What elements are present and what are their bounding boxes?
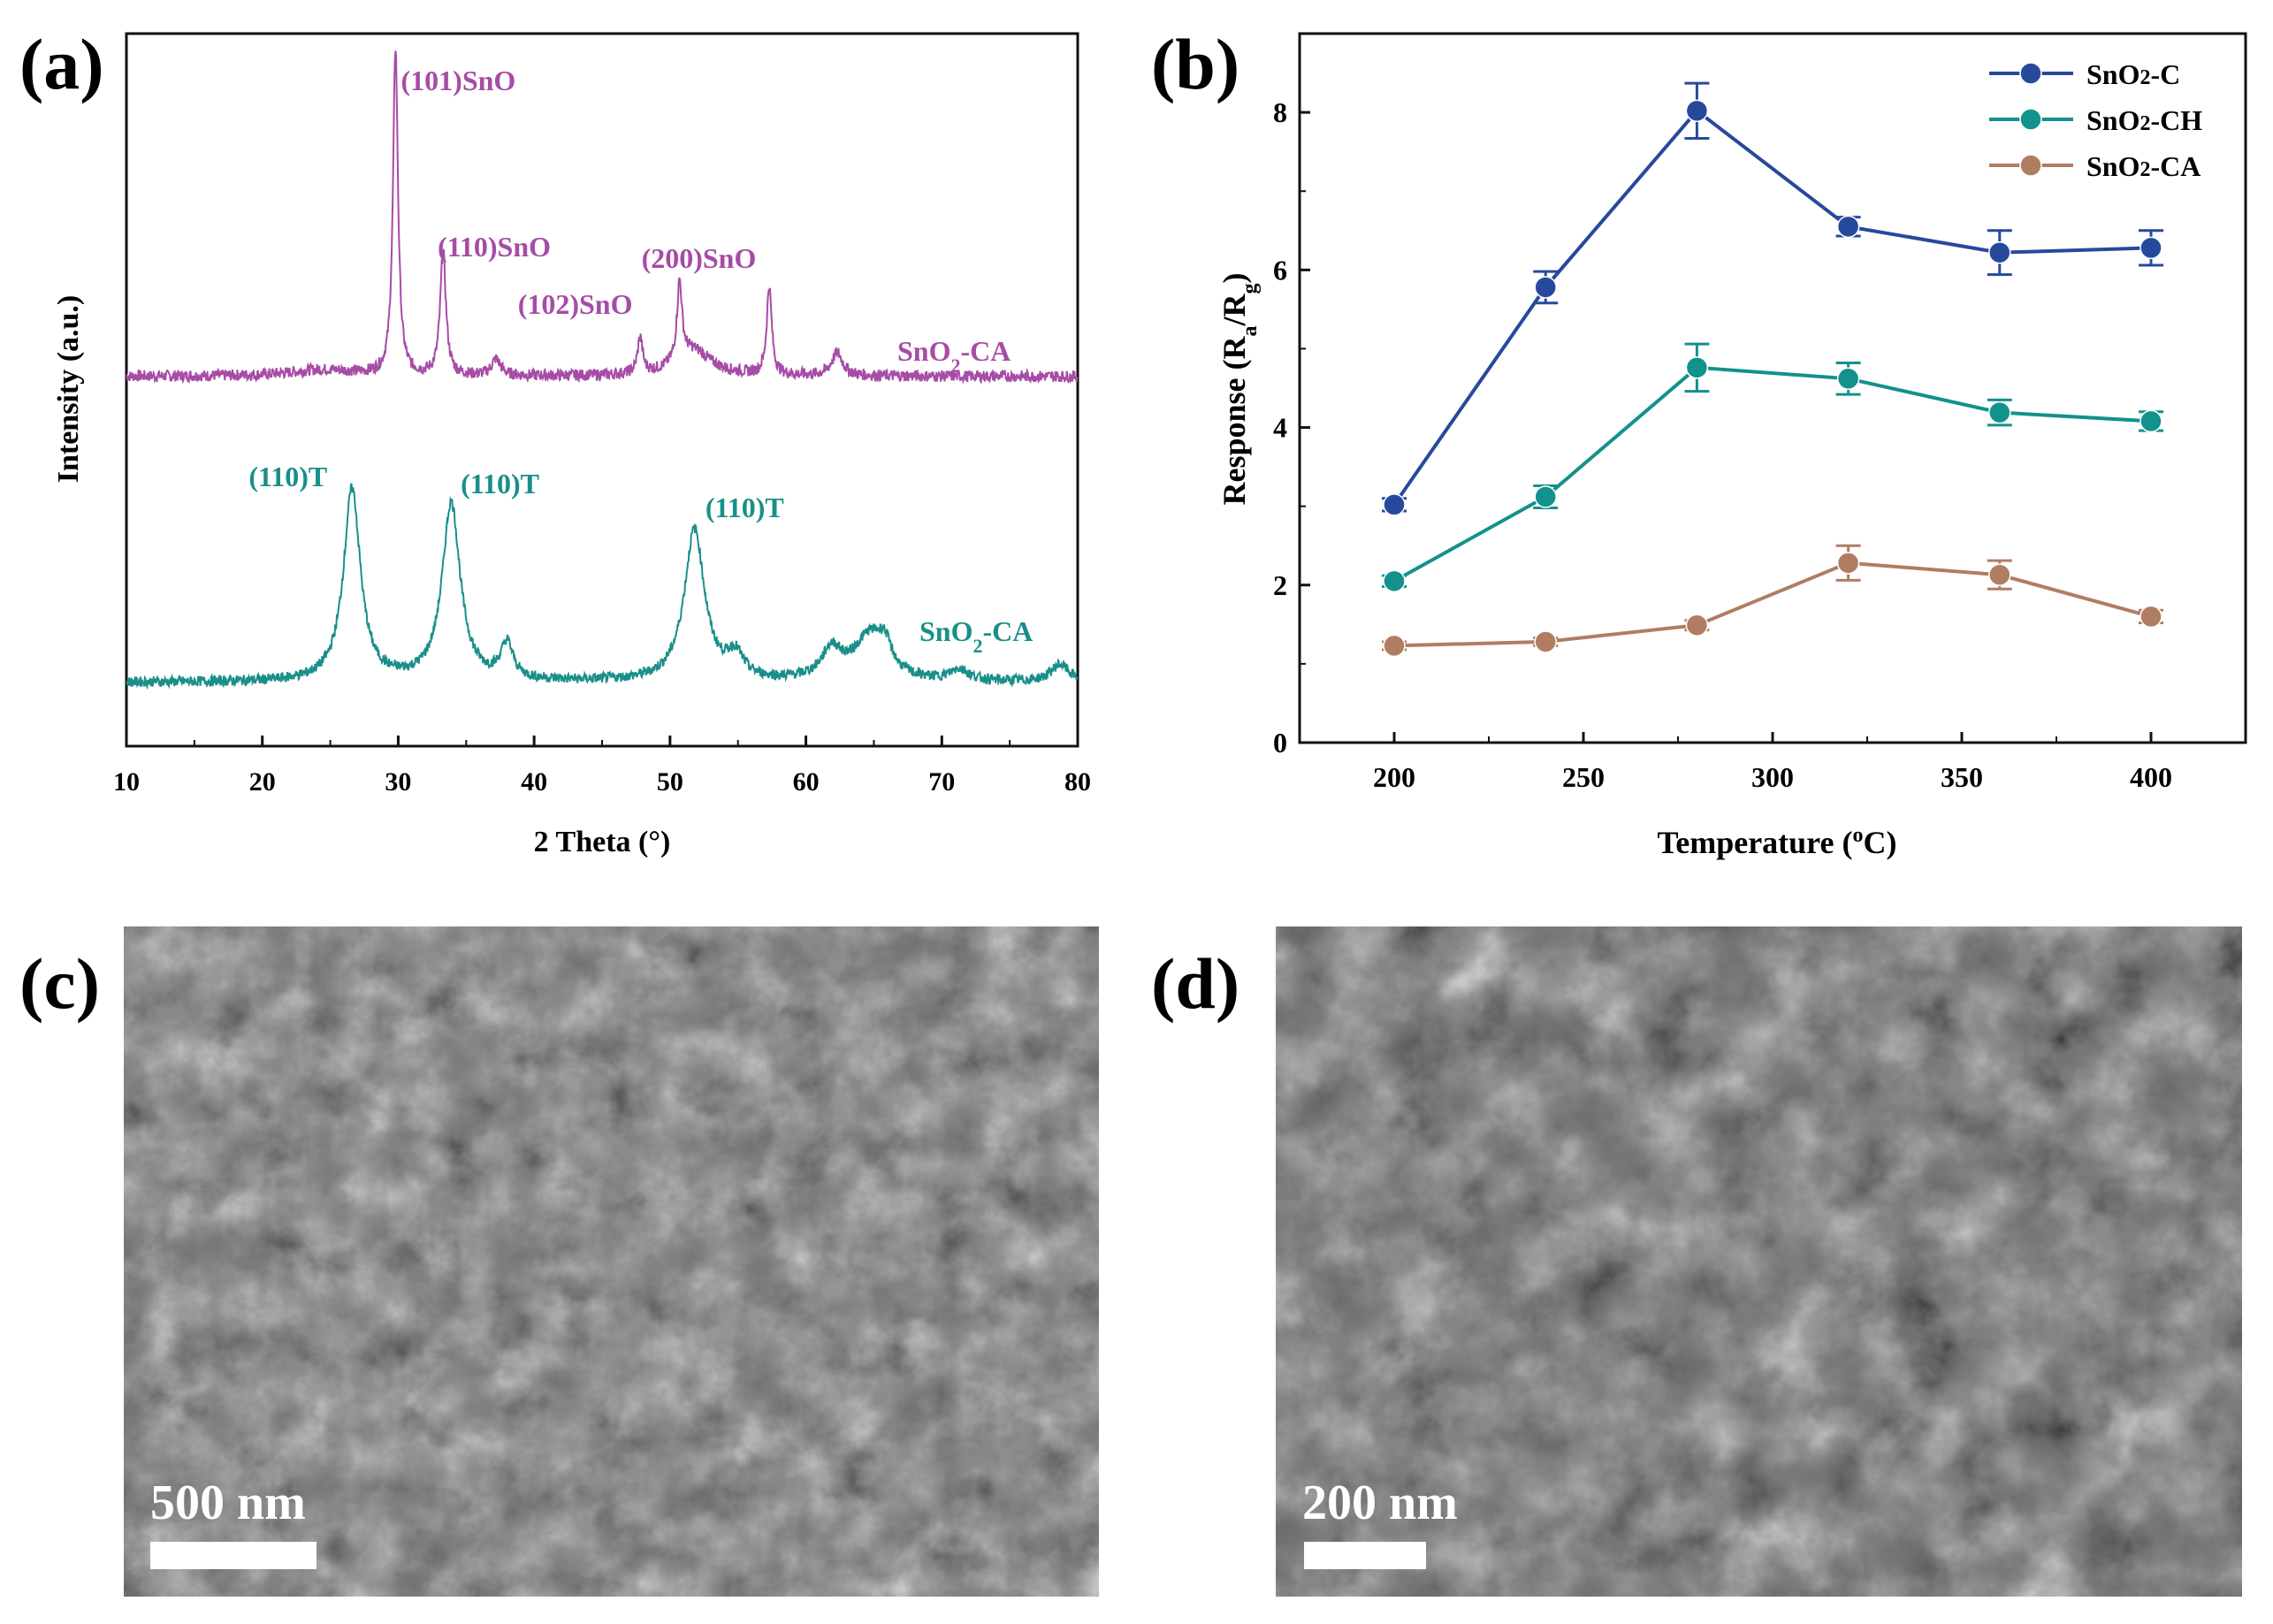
legend-label: SnO2-CA bbox=[2086, 150, 2201, 182]
x-tick-label: 50 bbox=[657, 767, 683, 797]
x-tick-label: 300 bbox=[1751, 761, 1794, 793]
legend-marker bbox=[2019, 154, 2042, 177]
panel-d-label: (d) bbox=[1151, 943, 1239, 1024]
panel-b-y-axis-label: Response (Ra/Rg) bbox=[1217, 272, 1262, 505]
data-point bbox=[1988, 563, 2011, 586]
data-point bbox=[1988, 240, 2011, 264]
legend-marker bbox=[2019, 62, 2042, 85]
data-point bbox=[1836, 367, 1860, 391]
series-line bbox=[1392, 108, 2152, 507]
peak-annotation: (110)T bbox=[248, 461, 327, 492]
panel-c-sem-image: (c) 500 nm bbox=[19, 926, 1099, 1597]
xrd-trace-bottom bbox=[126, 483, 1079, 690]
panel-a-x-axis-label: 2 Theta (°) bbox=[534, 826, 671, 858]
legend-marker bbox=[2019, 108, 2042, 131]
peak-annotation: (110)SnO bbox=[438, 231, 551, 263]
series-line bbox=[1393, 560, 2152, 648]
data-point bbox=[1685, 356, 1709, 379]
xrd-trace-top bbox=[126, 50, 1079, 385]
data-point bbox=[2140, 409, 2162, 433]
panel-d-scale-label: 200 nm bbox=[1302, 1475, 1458, 1530]
panel-c-micrograph-texture bbox=[124, 926, 1099, 1597]
panel-b-series bbox=[1382, 81, 2163, 658]
panel-d-scale-bar bbox=[1304, 1542, 1426, 1569]
series-label: SnO2-CA bbox=[919, 615, 1033, 657]
panel-b-axis-ticks: 200 250 300 350 400 0 2 4 6 8 bbox=[1273, 96, 2172, 793]
data-point bbox=[1534, 630, 1557, 653]
panel-a-label: (a) bbox=[19, 24, 104, 104]
panel-b-x-axis-label: Temperature (oC) bbox=[1658, 824, 1897, 860]
y-tick-label: 0 bbox=[1273, 727, 1287, 759]
x-tick-label: 350 bbox=[1941, 761, 1983, 793]
x-tick-label: 70 bbox=[928, 767, 955, 797]
y-tick-label: 6 bbox=[1273, 254, 1287, 286]
panel-a-y-axis-label: Intensity (a.u.) bbox=[52, 295, 85, 484]
legend-label: SnO2-CH bbox=[2086, 104, 2202, 136]
peak-annotation: (110)T bbox=[706, 492, 784, 523]
panel-d-sem-image: (d) 200 nm bbox=[1151, 926, 2242, 1597]
series-line bbox=[1393, 365, 2152, 583]
data-point bbox=[1836, 552, 1860, 575]
data-point bbox=[1988, 400, 2011, 424]
y-tick-label: 4 bbox=[1273, 412, 1287, 444]
data-point bbox=[2140, 605, 2162, 629]
panel-c-scale-label: 500 nm bbox=[150, 1475, 306, 1530]
data-point bbox=[1836, 215, 1860, 239]
panel-a-xrd-chart: (a) 10 20 30 40 50 60 70 80 (101)SnO(110)SnO(10… bbox=[19, 24, 1091, 858]
panel-c-scale-bar bbox=[150, 1542, 317, 1569]
x-tick-label: 80 bbox=[1064, 767, 1091, 797]
data-point bbox=[2140, 236, 2162, 260]
x-tick-label: 250 bbox=[1562, 761, 1605, 793]
peak-annotation: (110)T bbox=[461, 468, 539, 499]
series-ca bbox=[1382, 544, 2163, 658]
legend-label: SnO2-C bbox=[2086, 58, 2180, 90]
y-tick-label: 2 bbox=[1273, 569, 1287, 601]
panel-b-legend: SnO2-C SnO2-CH SnO2-CA bbox=[1989, 58, 2202, 182]
peak-annotation: (102)SnO bbox=[518, 288, 633, 320]
panel-a-series-labels: SnO2-CA SnO2-CA bbox=[897, 335, 1033, 657]
data-point bbox=[1383, 493, 1406, 516]
x-tick-label: 400 bbox=[2130, 761, 2172, 793]
x-tick-label: 60 bbox=[793, 767, 820, 797]
series-c bbox=[1382, 81, 2163, 516]
x-tick-label: 30 bbox=[385, 767, 411, 797]
y-tick-label: 8 bbox=[1273, 96, 1287, 128]
panel-b-frame bbox=[1298, 32, 2247, 744]
x-tick-label: 200 bbox=[1373, 761, 1415, 793]
panel-a-peak-annotations: (101)SnO (110)SnO (102)SnO (200)SnO (110)T (1… bbox=[248, 65, 783, 523]
data-point bbox=[1685, 614, 1709, 637]
panel-c-label: (c) bbox=[19, 943, 100, 1024]
series-ch bbox=[1382, 342, 2163, 593]
data-point bbox=[1685, 99, 1709, 123]
series-label: SnO2-CA bbox=[897, 335, 1011, 377]
peak-annotation: (101)SnO bbox=[401, 65, 516, 96]
panel-a-x-ticks: 10 20 30 40 50 60 70 80 bbox=[113, 736, 1091, 797]
x-tick-label: 10 bbox=[113, 767, 140, 797]
data-point bbox=[1534, 276, 1557, 299]
panel-a-traces bbox=[126, 50, 1079, 690]
data-point bbox=[1383, 569, 1406, 593]
data-point bbox=[1383, 634, 1406, 658]
data-point bbox=[1534, 485, 1557, 508]
panel-d-micrograph-texture bbox=[1276, 926, 2242, 1597]
panel-b-label: (b) bbox=[1151, 24, 1239, 104]
x-tick-label: 40 bbox=[521, 767, 547, 797]
peak-annotation: (200)SnO bbox=[642, 242, 757, 274]
x-tick-label: 20 bbox=[249, 767, 276, 797]
